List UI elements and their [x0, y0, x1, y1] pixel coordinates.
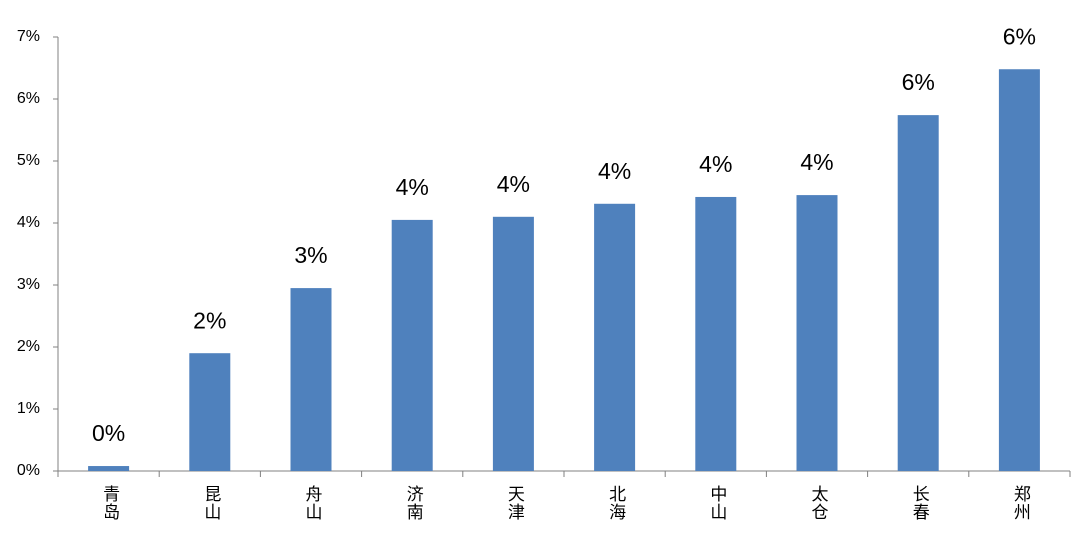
y-tick-label: 7%: [17, 28, 40, 45]
bar: [695, 196, 737, 471]
bar: [391, 219, 433, 471]
x-tick-label: 太仓: [809, 485, 829, 521]
bar: [290, 288, 332, 471]
x-tick-label: 郑州: [1011, 485, 1031, 521]
value-label: 4%: [598, 158, 631, 184]
y-tick-label: 5%: [17, 152, 40, 169]
value-label: 2%: [193, 307, 226, 333]
bar: [796, 195, 838, 471]
bar: [492, 216, 534, 471]
value-label: 4%: [396, 174, 429, 200]
y-tick-label: 6%: [17, 90, 40, 107]
y-tick-label: 4%: [17, 214, 40, 231]
y-tick-label: 2%: [17, 338, 40, 355]
bar: [88, 466, 130, 471]
x-tick-label: 济南: [404, 485, 424, 521]
bar: [998, 69, 1040, 472]
value-label: 4%: [497, 171, 530, 197]
bar: [189, 353, 231, 471]
value-label: 4%: [800, 149, 833, 175]
x-tick-label: 北海: [606, 485, 626, 521]
y-tick-label: 3%: [17, 276, 40, 293]
value-label: 0%: [92, 420, 125, 446]
value-label: 6%: [902, 69, 935, 95]
y-tick-label: 0%: [17, 462, 40, 479]
x-tick-label: 昆山: [201, 485, 220, 521]
x-tick-label: 长春: [910, 485, 930, 521]
bar: [594, 203, 636, 471]
value-label: 4%: [699, 151, 732, 177]
y-tick-label: 1%: [17, 400, 40, 417]
bar: [897, 115, 939, 472]
x-tick-label: 舟山: [303, 485, 323, 521]
x-tick-label: 青岛: [100, 485, 119, 521]
value-label: 3%: [294, 242, 327, 268]
x-tick-label: 天津: [505, 485, 525, 521]
x-tick-label: 中山: [707, 485, 726, 521]
value-label: 6%: [1003, 23, 1036, 49]
